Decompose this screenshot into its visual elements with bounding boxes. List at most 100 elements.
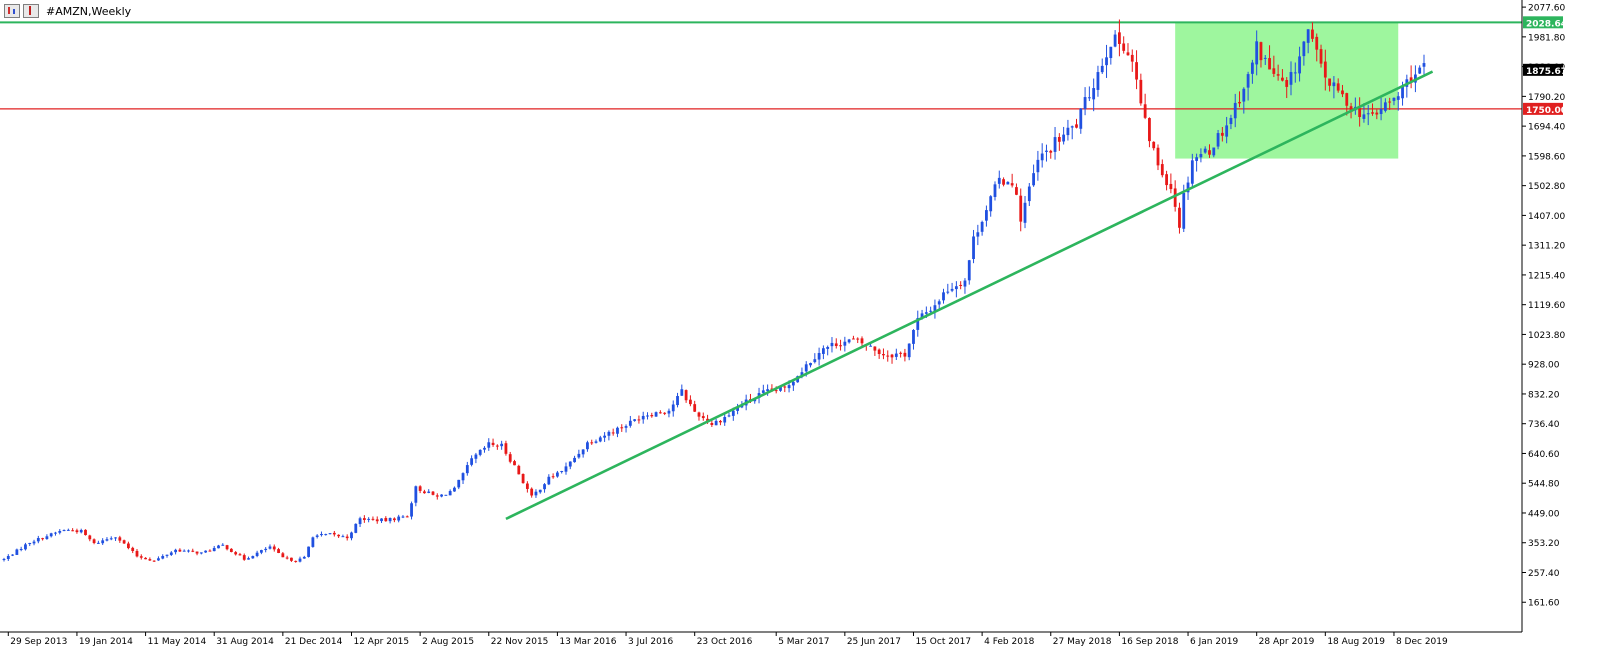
candle-body — [1152, 141, 1156, 149]
candle-body — [294, 560, 298, 562]
y-tick-label: 832.20 — [1528, 390, 1560, 400]
candle-body — [1040, 153, 1044, 161]
candle-body — [195, 551, 199, 554]
candle-body — [1349, 106, 1353, 113]
candle-body — [997, 177, 1001, 184]
x-tick-label: 23 Oct 2016 — [697, 637, 753, 647]
candle-body — [719, 420, 722, 423]
candle-body — [637, 419, 641, 421]
candle-body — [1083, 97, 1087, 109]
candle-body — [933, 305, 937, 311]
candle-body — [1255, 41, 1259, 65]
candle-body — [1199, 153, 1203, 158]
candle-body — [693, 404, 697, 412]
candle-body — [423, 491, 426, 494]
candle-body — [586, 442, 589, 450]
candle-body — [714, 420, 718, 426]
candle-body — [49, 533, 53, 537]
current-price-box — [1523, 63, 1563, 76]
candle-body — [1379, 109, 1383, 115]
candle-body — [658, 412, 662, 414]
level-price-label: 1750.00 — [1526, 106, 1567, 116]
candle-body — [916, 318, 920, 330]
candle-body — [1263, 57, 1267, 59]
candle-body — [1225, 125, 1229, 137]
candle-body — [899, 352, 903, 354]
candle-body — [1139, 79, 1143, 104]
candle-body — [963, 280, 967, 287]
candle-body — [152, 560, 156, 562]
candle-body — [362, 518, 366, 520]
candle-body — [1049, 150, 1053, 153]
candle-body — [260, 550, 263, 553]
candle-body — [1422, 63, 1426, 67]
candle-body — [791, 381, 795, 386]
candle-body — [174, 549, 177, 553]
candle-body — [787, 385, 791, 389]
candle-body — [834, 343, 838, 347]
candle-body — [66, 529, 70, 531]
candle-body — [1362, 114, 1366, 119]
candle-body — [24, 544, 27, 550]
y-tick-label: 1311.20 — [1528, 242, 1565, 252]
candle-body — [247, 558, 250, 560]
candle-body — [272, 546, 276, 550]
candle-body — [826, 346, 830, 349]
candle-body — [105, 539, 109, 541]
y-tick-label: 544.80 — [1528, 480, 1560, 490]
candle-body — [821, 348, 825, 354]
candle-body — [1087, 97, 1091, 99]
candle-body — [950, 288, 954, 291]
candle-body — [268, 546, 272, 549]
candle-body — [761, 390, 765, 393]
candle-body — [628, 420, 632, 426]
candle-body — [890, 354, 894, 358]
x-tick-label: 5 Mar 2017 — [778, 637, 829, 647]
candle-body — [564, 466, 568, 472]
y-tick-label: 1981.80 — [1528, 33, 1565, 43]
candle-body — [1306, 29, 1310, 43]
candle-body — [989, 196, 993, 212]
candle-body — [1276, 74, 1280, 76]
candle-body — [28, 542, 32, 545]
candle-body — [1010, 183, 1014, 186]
candle-body — [397, 516, 401, 521]
candle-body — [1015, 187, 1018, 195]
candle-body — [1418, 67, 1422, 74]
trend-line[interactable] — [505, 70, 1434, 521]
candle-body — [1409, 77, 1413, 81]
candle-body — [667, 410, 671, 414]
indicator-icon[interactable] — [23, 4, 39, 18]
candle-body — [594, 441, 598, 443]
candle-body — [641, 415, 645, 420]
candle-body — [1246, 74, 1250, 88]
candle-body — [199, 552, 203, 554]
candle-body — [332, 532, 336, 535]
candle-body — [178, 549, 182, 552]
candle-body — [491, 442, 495, 445]
candle-body — [500, 443, 504, 447]
candle-body — [165, 554, 169, 556]
candle-body — [556, 472, 559, 477]
candle-body — [11, 554, 14, 556]
candle-body — [1401, 85, 1404, 99]
candle-body — [723, 417, 727, 423]
candle-body — [384, 518, 388, 522]
candle-body — [1182, 192, 1186, 229]
candle-body — [444, 494, 448, 496]
candle-body — [88, 535, 92, 540]
candle-body — [993, 184, 997, 197]
chart-type-icon[interactable] — [4, 4, 20, 18]
candle-body — [830, 342, 834, 347]
candle-body — [1388, 101, 1392, 103]
chart-title-bar: #AMZN,Weekly — [4, 3, 131, 19]
candle-body — [1173, 188, 1177, 207]
candle-body — [388, 518, 392, 522]
candle-body — [701, 416, 705, 419]
candle-body — [1250, 62, 1254, 74]
candle-body — [277, 549, 280, 554]
candle-body — [671, 404, 675, 412]
candle-body — [302, 556, 306, 559]
